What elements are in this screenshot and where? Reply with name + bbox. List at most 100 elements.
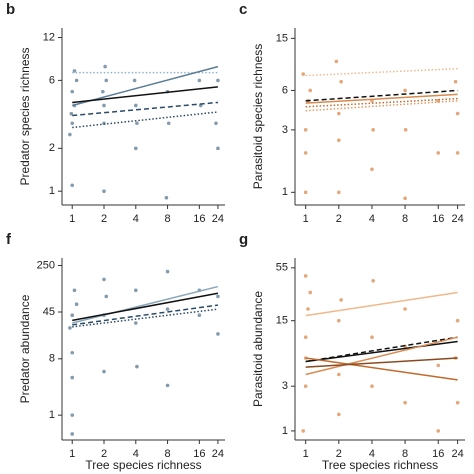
point xyxy=(453,79,458,84)
x-tick-label: 4 xyxy=(133,213,139,225)
y-axis-label: Parasitoid abundance xyxy=(251,291,265,407)
fit-line xyxy=(305,89,458,102)
x-tick-label: 2 xyxy=(336,448,342,460)
point xyxy=(70,432,75,436)
point xyxy=(306,307,310,311)
point xyxy=(70,375,75,380)
point xyxy=(403,307,407,311)
point xyxy=(371,128,375,132)
point xyxy=(104,294,109,299)
point xyxy=(74,78,79,83)
point xyxy=(339,79,343,84)
x-tick-label: 16 xyxy=(432,448,444,460)
panel-label: f xyxy=(6,231,12,248)
x-tick-label: 16 xyxy=(193,448,205,460)
point xyxy=(436,151,441,155)
x-tick-label: 16 xyxy=(193,213,205,225)
point xyxy=(436,429,441,433)
y-tick-label: 15 xyxy=(276,315,288,327)
point xyxy=(308,290,313,295)
point xyxy=(214,121,218,126)
y-tick-label: 55 xyxy=(276,262,288,274)
point xyxy=(70,183,75,188)
point xyxy=(455,151,460,155)
point xyxy=(308,88,313,93)
y-tick-label: 6 xyxy=(49,74,55,86)
point xyxy=(133,103,138,108)
point xyxy=(74,302,79,307)
point xyxy=(135,364,139,369)
fit-line xyxy=(72,292,219,322)
point xyxy=(403,128,408,132)
point xyxy=(455,318,460,323)
y-tick-label: 1 xyxy=(282,425,288,437)
point xyxy=(101,89,105,94)
y-tick-label: 12 xyxy=(43,31,55,43)
y-tick-label: 45 xyxy=(43,306,55,318)
x-tick-label: 8 xyxy=(165,213,171,225)
point xyxy=(303,384,308,389)
point xyxy=(165,383,170,388)
point xyxy=(102,277,106,282)
point xyxy=(337,111,341,116)
x-tick-label: 24 xyxy=(452,213,464,225)
point xyxy=(133,288,138,293)
point xyxy=(197,78,202,83)
point xyxy=(301,72,306,76)
y-axis-label: Predator abundance xyxy=(18,294,32,403)
fit-line xyxy=(72,65,219,107)
y-tick-label: 1 xyxy=(49,185,55,197)
fit-line xyxy=(72,111,219,129)
point xyxy=(403,400,407,405)
point xyxy=(455,111,460,116)
point xyxy=(102,103,106,108)
point xyxy=(166,121,171,126)
y-tick-label: 15 xyxy=(276,32,288,44)
y-axis-label: Parasitoid species richness xyxy=(251,44,265,189)
point xyxy=(403,196,407,201)
point xyxy=(370,384,374,389)
fit-line xyxy=(305,93,458,104)
panel-label: b xyxy=(6,1,15,18)
point xyxy=(403,88,407,93)
point xyxy=(455,400,460,405)
point xyxy=(70,350,75,355)
y-axis-label: Predator species richness xyxy=(18,47,32,185)
point xyxy=(164,195,169,200)
point xyxy=(133,146,138,151)
point xyxy=(69,111,74,116)
x-tick-label: 1 xyxy=(303,213,309,225)
panel-label: c xyxy=(239,1,247,18)
y-tick-label: 250 xyxy=(37,259,55,271)
y-tick-label: 3 xyxy=(282,380,288,392)
panel-label: g xyxy=(239,231,248,248)
point xyxy=(103,64,107,69)
point xyxy=(72,69,77,73)
point xyxy=(68,326,72,330)
point xyxy=(70,89,75,94)
point xyxy=(303,128,308,132)
point xyxy=(70,413,75,417)
y-tick-label: 6 xyxy=(282,84,288,96)
point xyxy=(70,121,75,126)
point xyxy=(337,190,341,195)
point xyxy=(337,138,341,143)
point xyxy=(72,288,77,293)
fit-line xyxy=(305,291,458,317)
point xyxy=(216,294,220,299)
x-tick-label: 8 xyxy=(165,448,171,460)
x-tick-label: 1 xyxy=(69,448,75,460)
fit-line xyxy=(305,336,458,376)
y-tick-label: 3 xyxy=(282,124,288,136)
point xyxy=(337,372,341,377)
x-tick-label: 24 xyxy=(212,213,224,225)
fit-line xyxy=(305,67,458,77)
x-tick-label: 8 xyxy=(402,448,408,460)
point xyxy=(337,318,341,323)
fit-line xyxy=(72,285,219,324)
x-tick-label: 16 xyxy=(432,213,444,225)
x-tick-label: 4 xyxy=(369,213,375,225)
x-axis-label: Tree species richness xyxy=(85,458,201,472)
y-tick-label: 1 xyxy=(282,186,288,198)
point xyxy=(436,363,441,368)
